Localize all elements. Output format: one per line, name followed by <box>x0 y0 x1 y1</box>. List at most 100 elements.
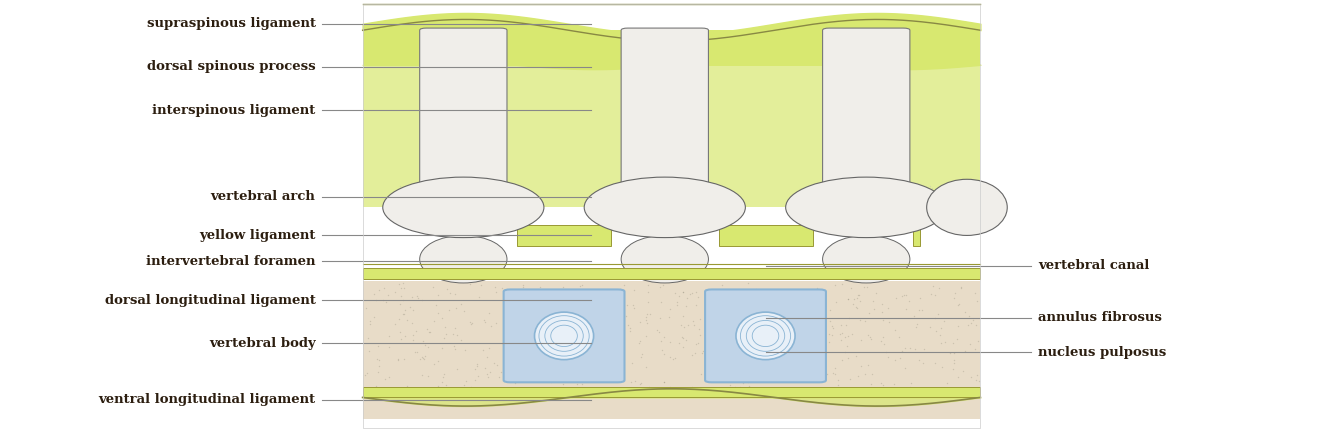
Point <box>795 315 817 322</box>
Point <box>817 370 838 377</box>
Point <box>798 210 819 216</box>
Point <box>488 186 509 193</box>
Point <box>406 292 427 299</box>
Point <box>454 135 475 142</box>
Point <box>423 317 445 324</box>
Point <box>822 212 843 219</box>
Point <box>516 334 537 341</box>
Point <box>474 213 496 219</box>
Point <box>497 200 518 206</box>
Point <box>391 385 412 392</box>
Point <box>594 363 615 370</box>
Point <box>669 73 690 79</box>
Point <box>838 314 860 321</box>
Point <box>831 356 853 363</box>
Point <box>479 169 501 176</box>
Point <box>626 49 647 56</box>
Point <box>442 206 463 213</box>
Point <box>913 345 935 352</box>
Point <box>457 220 478 227</box>
Point <box>478 384 500 391</box>
Point <box>829 331 850 338</box>
Point <box>689 331 710 338</box>
Point <box>453 44 474 51</box>
Point <box>461 208 482 215</box>
Point <box>880 114 901 121</box>
Point <box>681 127 702 133</box>
Point <box>434 71 455 78</box>
Point <box>466 184 488 191</box>
Point <box>692 347 713 354</box>
Point <box>540 322 561 329</box>
Point <box>678 58 700 65</box>
Point <box>813 226 834 232</box>
Point <box>422 283 443 290</box>
Point <box>402 307 423 314</box>
Point <box>432 33 454 40</box>
Point <box>846 140 868 147</box>
Point <box>459 321 481 327</box>
Point <box>880 212 901 219</box>
Point <box>943 349 964 356</box>
Point <box>637 282 658 289</box>
Point <box>880 175 901 182</box>
Point <box>697 188 719 195</box>
Point <box>450 213 471 220</box>
Point <box>414 353 435 359</box>
Point <box>627 224 649 231</box>
Point <box>757 303 779 310</box>
Point <box>847 189 869 196</box>
Point <box>876 184 897 191</box>
Point <box>451 181 473 187</box>
Point <box>368 362 389 369</box>
Point <box>952 368 974 375</box>
Point <box>463 194 485 201</box>
Point <box>890 347 912 354</box>
Point <box>590 378 611 384</box>
Point <box>469 185 490 192</box>
Point <box>933 318 955 324</box>
Point <box>872 72 893 79</box>
Point <box>670 91 692 98</box>
Point <box>807 368 829 375</box>
Point <box>650 338 672 345</box>
Point <box>470 181 492 188</box>
Point <box>424 49 446 56</box>
Point <box>541 368 563 375</box>
Point <box>466 225 488 232</box>
Point <box>780 358 802 365</box>
Point <box>862 68 884 75</box>
Point <box>662 149 684 156</box>
Point <box>441 101 462 108</box>
Point <box>896 291 917 298</box>
Point <box>477 374 498 381</box>
Point <box>506 225 528 232</box>
Point <box>403 337 424 344</box>
Point <box>760 347 782 354</box>
Point <box>837 296 858 303</box>
Point <box>717 225 739 232</box>
Point <box>845 102 866 108</box>
Point <box>869 41 890 48</box>
Point <box>967 385 988 392</box>
Point <box>442 191 463 197</box>
Point <box>837 332 858 339</box>
Point <box>757 342 779 349</box>
Point <box>790 299 811 305</box>
Point <box>471 68 493 75</box>
Point <box>655 205 677 212</box>
Point <box>471 118 493 125</box>
Point <box>857 361 878 368</box>
Point <box>847 34 869 41</box>
Point <box>630 100 651 107</box>
Point <box>407 295 428 302</box>
Point <box>885 356 907 363</box>
Point <box>860 333 881 340</box>
Point <box>475 353 497 360</box>
Point <box>629 205 650 212</box>
Point <box>450 95 471 102</box>
Point <box>825 281 846 288</box>
Point <box>657 55 678 62</box>
Point <box>475 203 497 210</box>
Point <box>851 92 873 99</box>
